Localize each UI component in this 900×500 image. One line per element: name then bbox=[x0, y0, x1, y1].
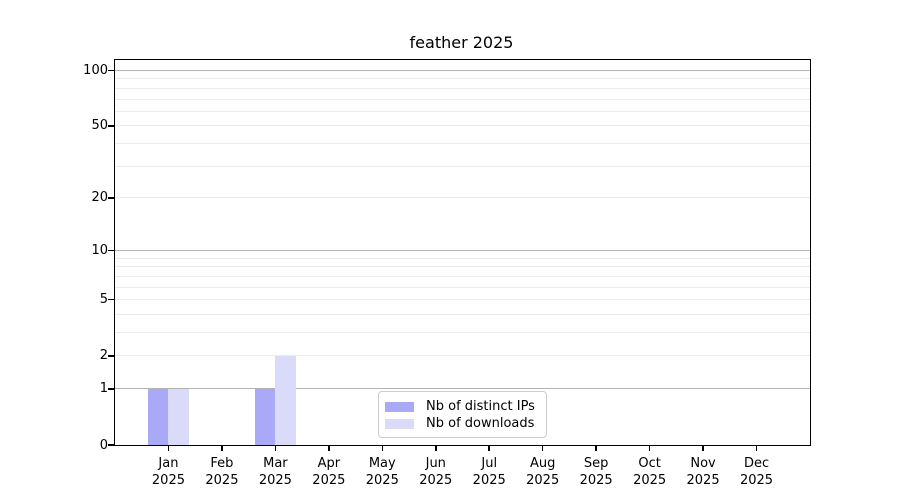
y-tick-label-20: 20 bbox=[91, 190, 108, 206]
x-tick-year: 2025 bbox=[739, 473, 774, 488]
x-tick-mark-jul bbox=[488, 446, 490, 451]
gridline-8 bbox=[115, 266, 810, 268]
x-tick-label-mar: Mar 2025 bbox=[240, 455, 310, 489]
x-tick-month: Oct bbox=[638, 456, 661, 471]
x-tick-mark-dec bbox=[755, 446, 758, 451]
legend-swatch-downloads bbox=[385, 418, 414, 429]
x-tick-year: 2025 bbox=[258, 473, 292, 488]
gridline-60 bbox=[115, 110, 810, 112]
x-tick-label-aug: Aug 2025 bbox=[508, 455, 578, 489]
bar-distinct-ips-jan bbox=[147, 388, 169, 445]
x-tick-year: 2025 bbox=[419, 473, 453, 488]
y-tick-label-0: 0 bbox=[99, 437, 108, 453]
x-tick-year: 2025 bbox=[205, 473, 239, 488]
gridline-10 bbox=[115, 249, 810, 251]
gridline-80 bbox=[115, 87, 810, 89]
x-tick-year: 2025 bbox=[312, 473, 346, 488]
x-tick-month: Jun bbox=[425, 456, 446, 471]
x-tick-year: 2025 bbox=[579, 473, 613, 488]
chart-title: feather 2025 bbox=[409, 33, 514, 52]
x-tick-year: 2025 bbox=[151, 473, 185, 488]
y-tick-mark-1 bbox=[108, 388, 114, 390]
x-tick-year: 2025 bbox=[686, 473, 720, 488]
gridline-9 bbox=[115, 257, 810, 259]
x-tick-label-sep: Sep 2025 bbox=[561, 455, 631, 489]
y-tick-mark-10 bbox=[108, 249, 114, 252]
y-tick-label-5: 5 bbox=[99, 292, 108, 308]
x-tick-label-nov: Nov 2025 bbox=[668, 455, 738, 489]
y-tick-mark-20 bbox=[108, 197, 114, 199]
gridline-5 bbox=[115, 299, 810, 301]
x-tick-month: Feb bbox=[210, 456, 234, 471]
x-tick-month: Jul bbox=[481, 456, 498, 471]
y-tick-mark-50 bbox=[108, 125, 114, 127]
gridline-100 bbox=[115, 70, 810, 72]
x-tick-mark-aug bbox=[541, 446, 544, 451]
x-tick-label-jun: Jun 2025 bbox=[401, 455, 471, 489]
x-tick-mark-jun bbox=[435, 446, 437, 451]
x-tick-month: Dec bbox=[743, 456, 770, 471]
y-tick-mark-100 bbox=[108, 69, 114, 72]
bar-downloads-jan bbox=[168, 388, 189, 445]
x-tick-year: 2025 bbox=[365, 473, 399, 488]
gridline-90 bbox=[115, 78, 810, 80]
x-tick-month: Jan bbox=[158, 456, 179, 471]
y-tick-mark-0 bbox=[108, 444, 114, 446]
x-tick-month: Apr bbox=[317, 456, 341, 471]
x-tick-mark-mar bbox=[274, 446, 277, 451]
x-tick-year: 2025 bbox=[472, 473, 506, 488]
y-tick-label-10: 10 bbox=[91, 242, 108, 258]
gridline-40 bbox=[115, 143, 810, 145]
gridline-30 bbox=[115, 165, 810, 167]
legend-label-distinct-ips: Nb of distinct IPs bbox=[426, 399, 535, 414]
x-tick-month: Mar bbox=[263, 456, 288, 471]
legend-item-distinct-ips: Nb of distinct IPs bbox=[385, 398, 538, 415]
x-tick-month: Nov bbox=[690, 456, 716, 471]
y-tick-label-50: 50 bbox=[91, 118, 108, 134]
legend: Nb of distinct IPs Nb of downloads bbox=[378, 391, 547, 438]
gridline-70 bbox=[115, 98, 810, 100]
gridline-4 bbox=[115, 313, 810, 315]
y-tick-label-2: 2 bbox=[99, 348, 108, 364]
gridline-50 bbox=[115, 125, 810, 127]
x-tick-year: 2025 bbox=[526, 473, 560, 488]
y-tick-label-1: 1 bbox=[99, 381, 108, 397]
gridline-1 bbox=[115, 388, 810, 390]
x-tick-label-dec: Dec 2025 bbox=[722, 455, 792, 489]
plot-area: 0 1 2 5 10 20 50 100 Jan 2025 Feb 2025 Mar 2025 Apr 20… bbox=[83, 59, 811, 488]
bar-distinct-ips-mar bbox=[254, 388, 276, 445]
x-tick-mark-nov bbox=[702, 446, 704, 451]
gridline-6 bbox=[115, 286, 810, 288]
x-tick-label-feb: Feb 2025 bbox=[187, 455, 257, 489]
x-tick-month: May bbox=[368, 456, 396, 471]
y-tick-mark-5 bbox=[108, 298, 114, 301]
x-tick-month: Sep bbox=[583, 456, 609, 471]
x-tick-label-jul: Jul 2025 bbox=[454, 455, 524, 489]
gridline-3 bbox=[115, 332, 810, 334]
gridline-20 bbox=[115, 197, 810, 199]
x-tick-mark-may bbox=[381, 446, 384, 451]
gridline-7 bbox=[115, 275, 810, 277]
x-tick-mark-oct bbox=[648, 446, 651, 451]
x-tick-label-jan: Jan 2025 bbox=[133, 455, 203, 489]
x-tick-mark-apr bbox=[328, 446, 330, 451]
x-tick-month: Aug bbox=[529, 456, 556, 471]
x-tick-mark-feb bbox=[221, 446, 223, 451]
bar-downloads-mar bbox=[275, 355, 296, 445]
x-tick-mark-sep bbox=[595, 446, 597, 451]
y-tick-mark-2 bbox=[108, 355, 114, 357]
x-tick-label-oct: Oct 2025 bbox=[615, 455, 685, 489]
legend-swatch-distinct-ips bbox=[385, 401, 414, 412]
x-tick-mark-jan bbox=[167, 446, 170, 451]
y-tick-label-100: 100 bbox=[83, 63, 108, 79]
x-tick-label-apr: Apr 2025 bbox=[294, 455, 364, 489]
legend-item-downloads: Nb of downloads bbox=[385, 415, 538, 432]
x-tick-label-may: May 2025 bbox=[347, 455, 417, 489]
legend-label-downloads: Nb of downloads bbox=[426, 416, 535, 431]
x-tick-year: 2025 bbox=[633, 473, 667, 488]
gridline-2 bbox=[115, 355, 810, 357]
